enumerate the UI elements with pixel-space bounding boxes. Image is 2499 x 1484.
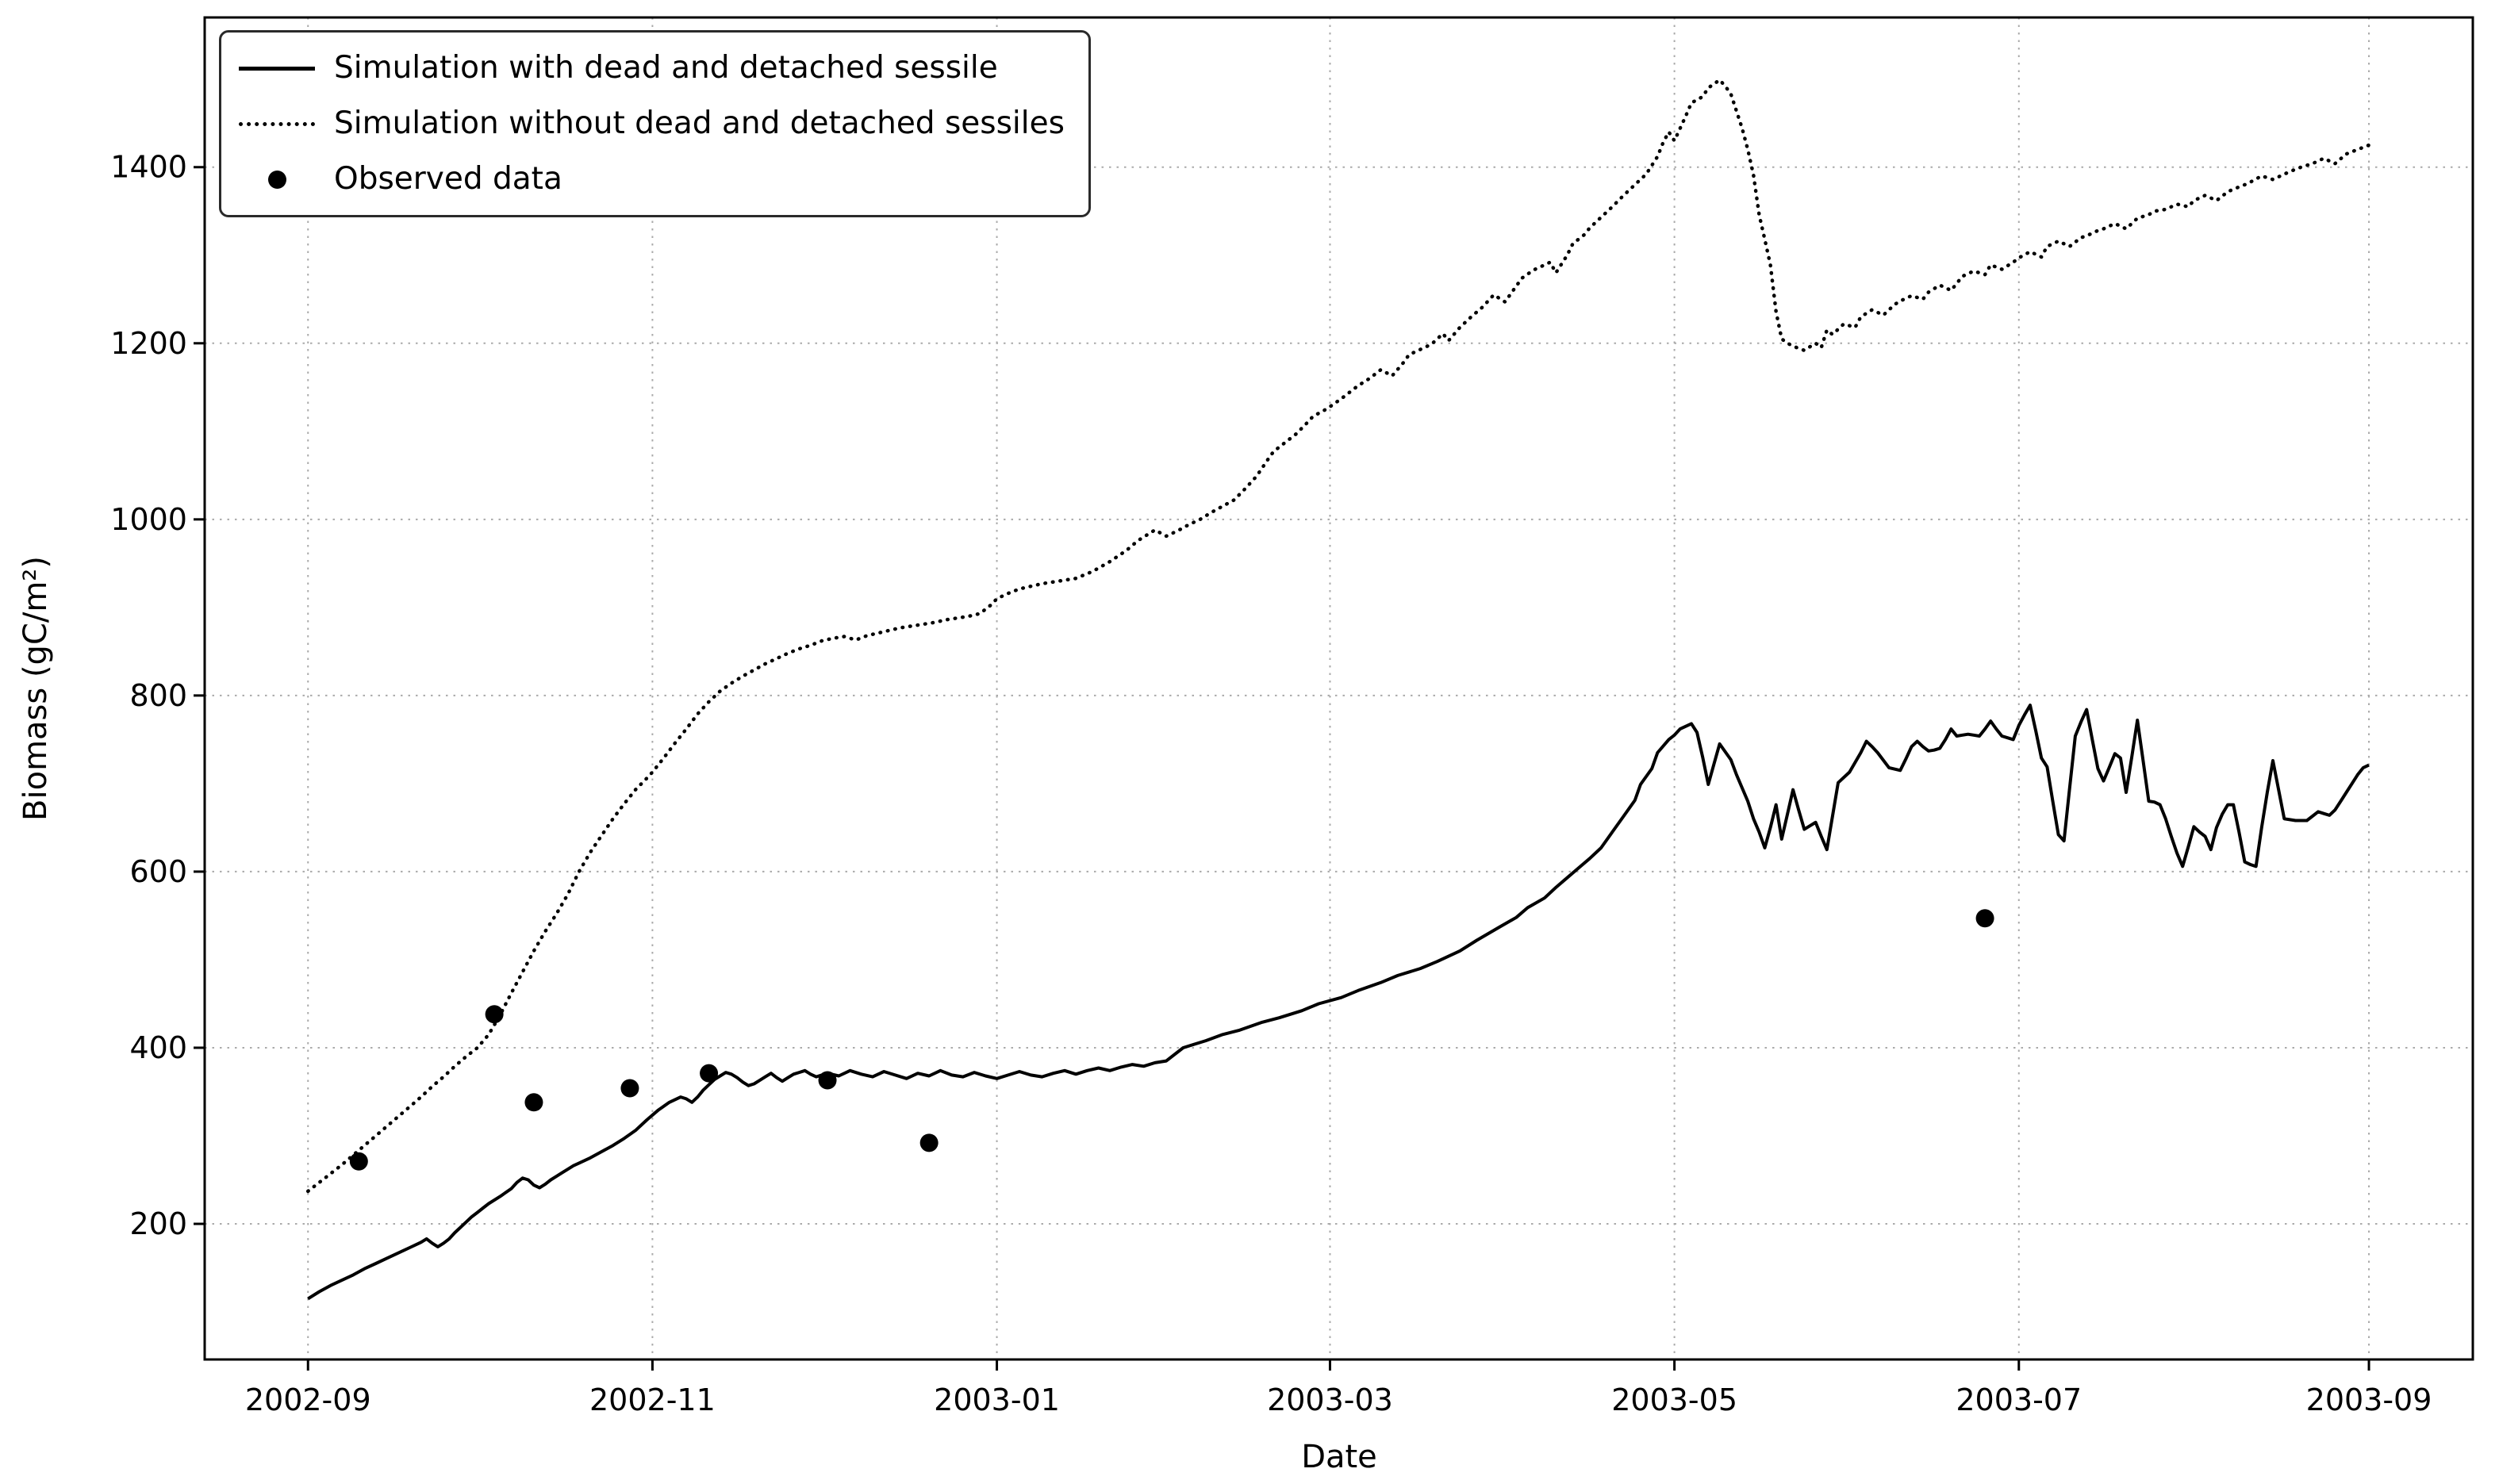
x-axis-label: Date <box>1301 1439 1377 1475</box>
x-tick-label: 2003-03 <box>1267 1382 1393 1417</box>
chart-legend: Simulation with dead and detached sessil… <box>219 30 1091 217</box>
series-layer <box>305 78 2371 1301</box>
legend-label: Observed data <box>334 160 562 197</box>
legend-dotted-line-icon <box>239 121 315 126</box>
legend-marker-shape <box>239 121 315 126</box>
observed-point <box>1975 909 1994 928</box>
y-tick-label: 400 <box>129 1030 187 1065</box>
x-tick-label: 2002-11 <box>589 1382 716 1417</box>
legend-item: Observed data <box>239 151 1065 207</box>
observed-point <box>919 1133 939 1152</box>
x-tick-label: 2003-07 <box>1956 1382 2082 1417</box>
observed-point <box>524 1093 543 1112</box>
y-tick-label: 1000 <box>110 502 187 537</box>
y-tick-label: 600 <box>129 854 187 889</box>
legend-item: Simulation without dead and detached ses… <box>239 96 1065 151</box>
observed-point <box>700 1064 719 1083</box>
legend-marker-shape <box>267 170 286 189</box>
y-tick-label: 800 <box>129 678 187 713</box>
dotted-series-line <box>305 78 2371 1194</box>
observed-point <box>349 1152 368 1171</box>
x-tick-label: 2003-09 <box>2306 1382 2432 1417</box>
legend-solid-line-icon <box>239 66 315 71</box>
legend-label: Simulation with dead and detached sessil… <box>334 49 998 86</box>
x-tick-label: 2003-05 <box>1611 1382 1737 1417</box>
legend-label: Simulation without dead and detached ses… <box>334 105 1065 141</box>
observed-point <box>818 1071 837 1090</box>
y-tick-label: 1200 <box>110 326 187 361</box>
y-tick-label: 1400 <box>110 150 187 185</box>
legend-dot-marker-icon <box>239 170 315 189</box>
legend-marker-shape <box>239 66 315 71</box>
solid-series-line <box>307 704 2370 1301</box>
x-tick-label: 2003-01 <box>934 1382 1060 1417</box>
grid-layer <box>205 17 2473 1359</box>
y-axis-label: Biomass (gC/m²) <box>17 556 54 821</box>
tick-layer: 2002-09 2002-11 2003-01 2003-03 2003-05 2003-… <box>110 150 2432 1417</box>
plot-border <box>203 16 2474 1361</box>
observed-point <box>620 1079 639 1098</box>
y-tick-label: 200 <box>129 1206 187 1241</box>
observed-point <box>485 1005 504 1024</box>
legend-item: Simulation with dead and detached sessil… <box>239 40 1065 96</box>
x-tick-label: 2002-09 <box>245 1382 371 1417</box>
